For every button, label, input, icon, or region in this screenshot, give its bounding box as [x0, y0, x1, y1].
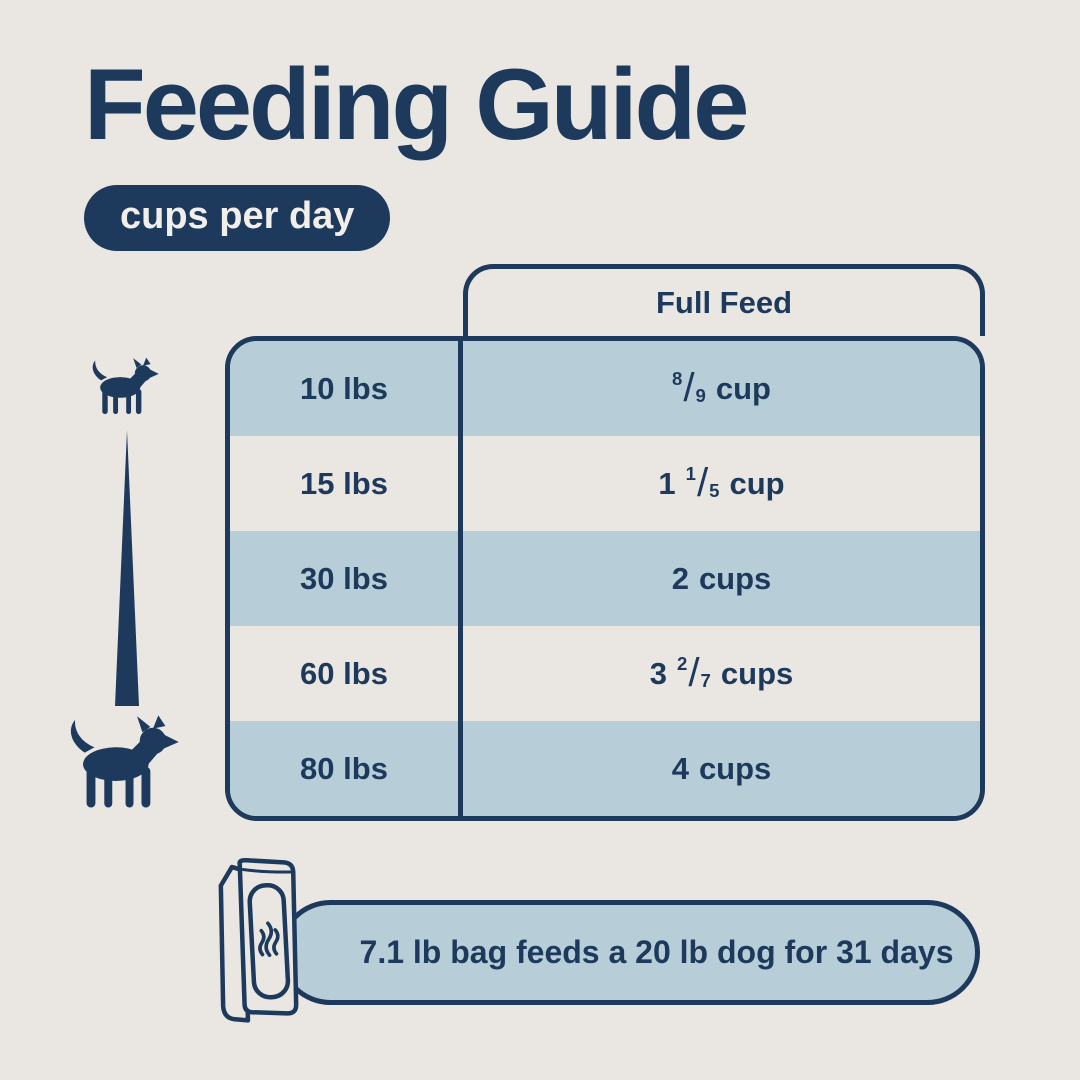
- feeding-table: 10 lbs 8/9 cup 15 lbs 1 1/5 cup 30 lbs: [225, 336, 985, 821]
- amount-fraction: 1/5: [685, 460, 720, 506]
- table-row: 80 lbs 4 / cups: [230, 721, 980, 816]
- units-badge-label: cups per day: [120, 194, 355, 237]
- weight-cell: 80 lbs: [230, 721, 463, 816]
- table-row: 10 lbs 8/9 cup: [230, 341, 980, 436]
- table-row: 15 lbs 1 1/5 cup: [230, 436, 980, 531]
- amount-unit: cups: [720, 656, 794, 691]
- bag-note-text: 7.1 lb bag feeds a 20 lb dog for 31 days: [359, 934, 954, 970]
- small-dog-icon: [92, 357, 159, 415]
- units-badge: cups per day: [84, 185, 391, 251]
- dog-food-bag-icon: [218, 857, 299, 1023]
- weight-cell: 15 lbs: [230, 436, 463, 531]
- table-row: 30 lbs 2 / cups: [230, 531, 980, 626]
- weight-cell: 60 lbs: [230, 626, 463, 721]
- amount-fraction: 8/9: [671, 365, 706, 411]
- weight-label: 30 lbs: [300, 560, 388, 596]
- amount-fraction: 2/7: [677, 650, 711, 696]
- large-dog-icon: [70, 715, 179, 808]
- amount-unit: cups: [698, 561, 772, 596]
- amount-unit: cups: [698, 751, 772, 786]
- weight-label: 80 lbs: [300, 750, 388, 786]
- amount-unit: cup: [715, 371, 771, 406]
- page-title: Feeding Guide: [84, 49, 749, 161]
- feed-amount-cell: 3 2/7 cups: [463, 626, 980, 721]
- column-header-full-feed: Full Feed: [463, 264, 985, 336]
- amount-whole: 4: [671, 751, 689, 786]
- feed-amount-cell: 1 1/5 cup: [463, 436, 980, 531]
- table-row: 60 lbs 3 2/7 cups: [230, 626, 980, 721]
- bag-note-banner: 7.1 lb bag feeds a 20 lb dog for 31 days: [278, 900, 980, 1005]
- weight-label: 10 lbs: [300, 370, 388, 406]
- amount-whole: 3: [649, 656, 667, 691]
- amount-whole: 1: [658, 466, 676, 501]
- feed-amount-cell: 4 / cups: [463, 721, 980, 816]
- amount-whole: 2: [671, 561, 689, 596]
- weight-label: 60 lbs: [300, 655, 388, 691]
- size-scale-wedge: [115, 430, 139, 706]
- column-header-label: Full Feed: [655, 284, 793, 320]
- feed-amount-cell: 8/9 cup: [463, 341, 980, 436]
- weight-label: 15 lbs: [300, 465, 388, 501]
- amount-unit: cup: [729, 466, 785, 501]
- feed-amount-cell: 2 / cups: [463, 531, 980, 626]
- weight-cell: 10 lbs: [230, 341, 463, 436]
- weight-cell: 30 lbs: [230, 531, 463, 626]
